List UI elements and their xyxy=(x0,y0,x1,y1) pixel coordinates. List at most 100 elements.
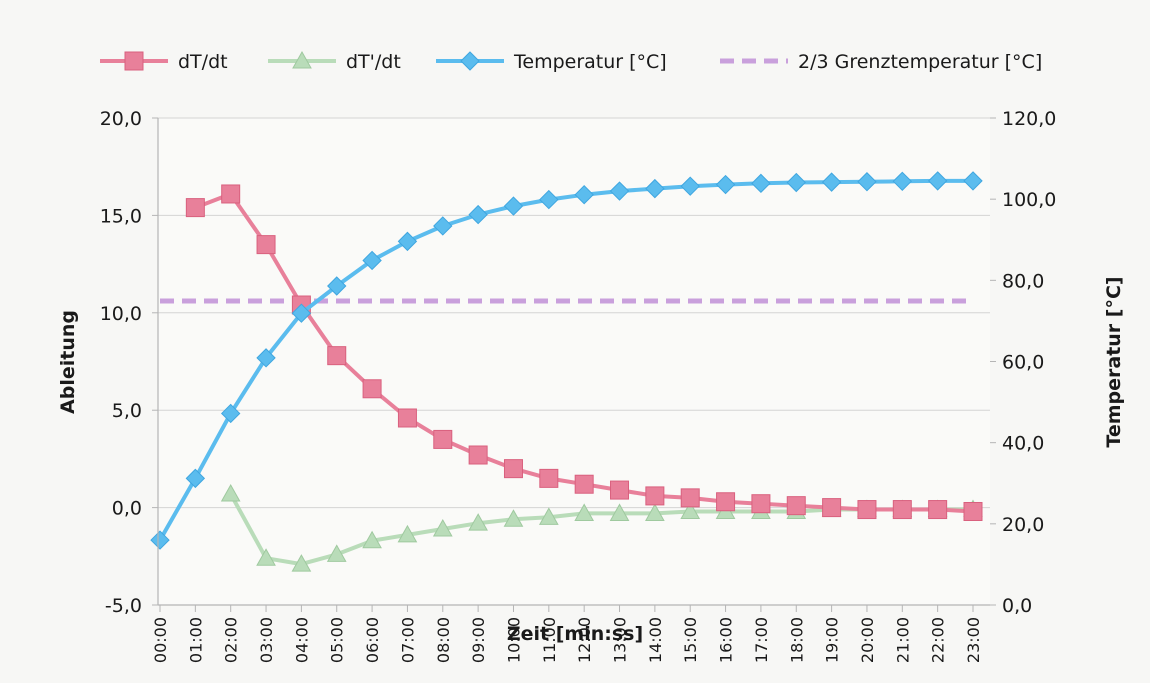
data-point-square xyxy=(185,198,205,218)
legend-item: dT/dt xyxy=(100,51,228,73)
y-left-tick-label: 20,0 xyxy=(100,108,142,130)
data-point-diamond xyxy=(433,216,453,236)
data-point-diamond xyxy=(291,303,312,323)
axes: -5,0 0,0 5,0 10,0 15,0 20,0 0,0 20,0 40,0 60,0 80,… xyxy=(100,108,1057,663)
data-point-triangle xyxy=(397,524,418,543)
series-0 xyxy=(185,184,983,521)
data-point-triangle xyxy=(680,501,701,519)
plot-area xyxy=(158,118,990,605)
legend-item: Temperatur [°C] xyxy=(436,51,667,73)
data-point-diamond xyxy=(539,189,559,210)
y-right-tick-label: 80,0 xyxy=(1002,270,1044,292)
series-layer xyxy=(150,171,983,572)
data-point-diamond xyxy=(503,196,524,216)
x-tick-label: 02:00 xyxy=(222,617,241,663)
data-point-triangle xyxy=(503,509,524,527)
x-tick-label: 07:00 xyxy=(398,617,417,663)
x-tick-label: 03:00 xyxy=(257,617,276,663)
data-point-square xyxy=(963,501,983,521)
y-right-tick-label: 0,0 xyxy=(1002,595,1032,617)
x-tick-label: 15:00 xyxy=(681,617,700,663)
data-point-square xyxy=(928,500,948,520)
data-point-diamond xyxy=(362,250,382,271)
data-point-square xyxy=(610,480,630,500)
data-point-diamond xyxy=(821,172,842,192)
data-point-square xyxy=(892,500,912,520)
legend-label: 2/3 Grenztemperatur [°C] xyxy=(798,51,1042,73)
y-left-tick-label: 15,0 xyxy=(100,205,142,227)
x-tick-label: 22:00 xyxy=(929,617,948,663)
x-tick-label: 14:00 xyxy=(646,617,665,663)
x-tick-label: 11:00 xyxy=(540,617,559,663)
data-point-triangle xyxy=(609,503,630,521)
data-point-diamond xyxy=(751,173,771,194)
x-tick-label: 13:00 xyxy=(611,617,630,663)
x-axis-title: Zeit [min:ss] xyxy=(507,623,643,645)
x-tick-label: 12:00 xyxy=(575,617,594,663)
data-point-triangle xyxy=(468,513,488,531)
x-tick-label: 10:00 xyxy=(504,617,523,663)
data-point-square xyxy=(822,498,842,518)
y-right-tick-label: 120,0 xyxy=(1002,108,1056,130)
data-point-square xyxy=(397,408,417,428)
data-point-diamond xyxy=(468,204,488,225)
data-point-diamond xyxy=(857,172,877,192)
legend: dT/dt dT'/dt Temperatur [°C] 2/3 Grenztempe… xyxy=(100,50,1042,73)
x-tick-label: 01:00 xyxy=(186,617,205,663)
x-tick-label: 23:00 xyxy=(964,617,983,663)
y-axis-left-title: Ableitung xyxy=(57,310,79,414)
data-point-diamond xyxy=(786,172,806,193)
x-tick-label: 06:00 xyxy=(363,617,382,663)
data-point-diamond xyxy=(327,276,347,296)
data-point-diamond xyxy=(609,181,630,201)
data-point-square xyxy=(221,184,241,204)
x-tick-label: 05:00 xyxy=(328,617,347,663)
x-tick-label: 17:00 xyxy=(752,617,771,663)
data-point-diamond xyxy=(645,178,665,199)
data-point-diamond xyxy=(892,171,913,192)
legend-item: 2/3 Grenztemperatur [°C] xyxy=(720,51,1042,73)
data-point-diamond xyxy=(680,176,700,196)
data-point-square xyxy=(327,346,347,366)
y-left-tick-label: 10,0 xyxy=(100,303,142,325)
y-right-tick-label: 40,0 xyxy=(1002,433,1044,455)
y-left-tick-label: -5,0 xyxy=(105,595,142,617)
data-point-square xyxy=(468,445,488,465)
data-point-diamond xyxy=(220,403,241,424)
data-point-diamond xyxy=(460,51,480,71)
data-point-square xyxy=(857,500,877,520)
data-point-square xyxy=(256,235,276,255)
y-left-tick-label: 5,0 xyxy=(112,400,142,422)
x-tick-label: 18:00 xyxy=(787,617,806,663)
data-point-diamond xyxy=(715,174,736,195)
data-point-diamond xyxy=(397,231,418,252)
series-2 xyxy=(150,171,983,550)
data-point-square xyxy=(645,486,665,506)
x-tick-label: 09:00 xyxy=(469,617,488,663)
x-tick-label: 00:00 xyxy=(151,617,170,663)
x-tick-label: 04:00 xyxy=(292,617,311,663)
data-point-triangle xyxy=(432,519,453,537)
data-point-triangle xyxy=(574,503,595,521)
x-tick-label: 21:00 xyxy=(893,617,912,663)
legend-label: dT'/dt xyxy=(346,51,401,73)
data-point-triangle xyxy=(326,544,347,562)
x-tick-label: 16:00 xyxy=(717,617,736,663)
data-point-diamond xyxy=(256,348,276,368)
data-point-square xyxy=(786,496,806,516)
x-tick-label: 08:00 xyxy=(434,617,453,663)
legend-label: dT/dt xyxy=(178,51,228,73)
data-point-triangle xyxy=(362,530,382,549)
data-point-triangle xyxy=(220,483,241,502)
data-point-triangle xyxy=(292,50,312,69)
legend-item: dT'/dt xyxy=(268,50,401,73)
data-point-diamond xyxy=(927,171,948,191)
y-right-tick-label: 60,0 xyxy=(1002,352,1044,374)
data-point-square xyxy=(680,488,700,508)
data-point-square xyxy=(503,459,523,479)
data-point-triangle xyxy=(256,548,276,566)
y-right-tick-label: 100,0 xyxy=(1002,189,1056,211)
data-point-triangle xyxy=(645,503,665,521)
